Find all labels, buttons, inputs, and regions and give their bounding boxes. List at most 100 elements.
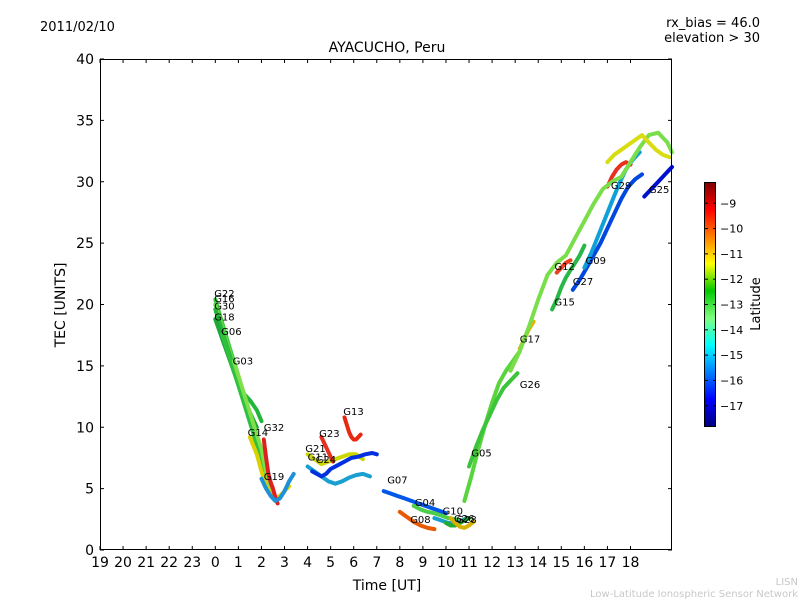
series-g28-19 — [448, 516, 476, 530]
x-tick-label: 20 — [114, 555, 132, 571]
x-tick-label: 9 — [418, 555, 427, 571]
label-g15-23: G15 — [554, 298, 574, 309]
y-tick-label: 15 — [76, 359, 94, 375]
label-g28-19: G28 — [456, 515, 476, 526]
label-g11-11: G11 — [308, 452, 328, 463]
elevation-label: elevation > 30 — [664, 31, 760, 46]
footer-network: Low-Latitude Ionospheric Sensor Network — [590, 589, 798, 600]
series-g27-25 — [570, 172, 644, 292]
label-g29-27: G29 — [611, 181, 631, 192]
colorbar-tick-label: −14 — [720, 324, 743, 337]
label-g27-25: G27 — [573, 277, 593, 288]
axes: 19 20 21 22 23 0 1 2 3 4 5 6 7 8 9 10 11 12 13 14 15 16 17 1805… — [76, 52, 672, 571]
label-g26-18: G26 — [454, 514, 474, 525]
x-axis-label: Time [UT] — [352, 578, 421, 594]
y-tick-label: 30 — [76, 175, 94, 191]
series-g26-22 — [467, 371, 520, 469]
x-tick-label: 10 — [437, 555, 455, 571]
colorbar-tick-label: −15 — [720, 349, 743, 362]
label-g06-4: G06 — [221, 327, 241, 338]
colorbar-tick-label: −11 — [720, 248, 743, 261]
series-g12-24 — [554, 258, 573, 275]
colorbar-tick-label: −17 — [720, 400, 743, 413]
x-tick-label: 14 — [529, 555, 547, 571]
x-tick-label: 21 — [137, 555, 155, 571]
series-g25-28 — [642, 165, 674, 199]
y-tick-label: 40 — [76, 52, 94, 68]
label-g04-15: G04 — [415, 498, 435, 509]
label-g17-21: G17 — [520, 335, 540, 346]
label-g25-28: G25 — [649, 185, 669, 196]
x-tick-label: 7 — [372, 555, 381, 571]
colorbar-tick-label: −13 — [720, 299, 743, 312]
series-g09-26 — [582, 150, 642, 270]
x-tick-label: 4 — [303, 555, 312, 571]
label-g09-26: G09 — [586, 256, 606, 267]
series-g24-12 — [310, 451, 379, 479]
label-g13-13: G13 — [343, 407, 363, 418]
x-tick-label: 6 — [349, 555, 358, 571]
label-g23-10: G23 — [319, 429, 339, 440]
y-tick-label: 10 — [76, 420, 94, 436]
label-g24-12: G24 — [316, 455, 336, 466]
colorbar-label: Latitude — [749, 277, 764, 331]
series-g19-8 — [259, 471, 296, 503]
label-g07-14: G07 — [387, 476, 407, 487]
series-g21-9 — [305, 452, 365, 467]
x-tick-label: 19 — [91, 555, 109, 571]
series-g32-7 — [261, 437, 280, 506]
colorbar-ticks: −9 −10 −11 −12 −13 −14 −15 −16 −17 — [705, 197, 743, 413]
series-g13-13 — [342, 415, 363, 442]
series-g05-20 — [462, 349, 522, 503]
series-g29-27 — [605, 160, 633, 189]
series-layer — [213, 130, 674, 532]
label-g19-8: G19 — [264, 472, 284, 483]
series-g31-29 — [508, 130, 674, 373]
x-tick-label: 8 — [395, 555, 404, 571]
series-g07-14 — [381, 489, 448, 516]
label-g21-9: G21 — [305, 444, 325, 455]
x-tick-label: 15 — [552, 555, 570, 571]
y-tick-label: 25 — [76, 236, 94, 252]
rx-bias-label: rx_bias = 46.0 — [666, 16, 760, 31]
label-g16-1: G16 — [214, 294, 234, 305]
label-g30-2: G30 — [214, 301, 234, 312]
x-tick-label: 17 — [599, 555, 617, 571]
colorbar-tick-label: −12 — [720, 273, 743, 286]
x-tick-label: 2 — [257, 555, 266, 571]
x-tick-label: 16 — [575, 555, 593, 571]
series-g20-30 — [605, 133, 672, 165]
colorbar-tick-label: −10 — [720, 223, 743, 236]
label-g22-0: G22 — [214, 289, 234, 300]
y-tick-label: 35 — [76, 113, 94, 129]
x-tick-label: 12 — [483, 555, 501, 571]
x-tick-label: 0 — [211, 555, 220, 571]
x-tick-label: 22 — [160, 555, 178, 571]
label-g03-5: G03 — [233, 357, 253, 368]
footer-lisn: LISN — [776, 577, 798, 588]
x-tick-label: 11 — [460, 555, 478, 571]
chart-title: AYACUCHO, Peru — [329, 40, 446, 56]
label-g14-6: G14 — [248, 428, 268, 439]
label-g26-22: G26 — [520, 380, 540, 391]
label-g10-17: G10 — [443, 506, 463, 517]
label-g18-3: G18 — [214, 313, 234, 324]
x-tick-label: 23 — [183, 555, 201, 571]
label-g08-16: G08 — [410, 515, 430, 526]
y-axis-label: TEC [UNITS] — [53, 263, 69, 349]
date-label: 2011/02/10 — [40, 20, 115, 35]
y-tick-label: 0 — [85, 543, 94, 559]
x-tick-label: 18 — [622, 555, 640, 571]
label-g05-20: G05 — [471, 449, 491, 460]
series-g03-5 — [231, 359, 278, 501]
x-tick-label: 5 — [326, 555, 335, 571]
plot-frame — [100, 59, 672, 550]
colorbar-tick-label: −16 — [720, 374, 743, 387]
x-tick-label: 13 — [506, 555, 524, 571]
colorbar-tick-label: −9 — [720, 197, 736, 210]
label-g12-24: G12 — [554, 262, 574, 273]
label-g32-7: G32 — [264, 423, 284, 434]
